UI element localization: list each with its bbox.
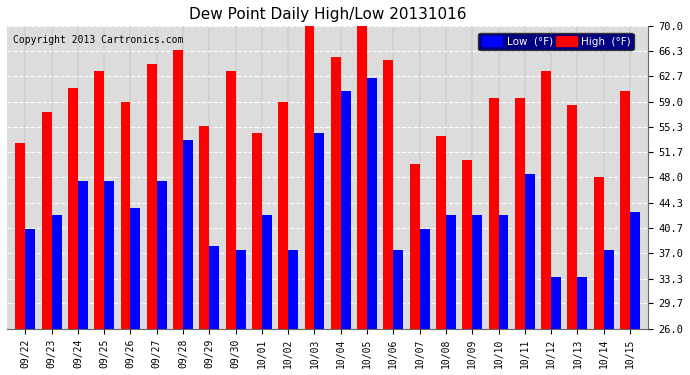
Bar	[384, 60, 393, 329]
Bar	[147, 64, 157, 329]
Bar	[436, 136, 446, 329]
Bar	[278, 102, 288, 329]
Bar	[183, 140, 193, 329]
Bar	[593, 177, 604, 329]
Bar	[393, 250, 404, 329]
Bar	[489, 98, 498, 329]
Bar	[357, 22, 367, 329]
Bar	[525, 174, 535, 329]
Bar	[304, 26, 315, 329]
Bar	[604, 250, 613, 329]
Bar	[462, 160, 472, 329]
Bar	[226, 70, 236, 329]
Bar	[121, 102, 130, 329]
Bar	[551, 277, 561, 329]
Bar	[410, 164, 420, 329]
Bar	[515, 98, 525, 329]
Bar	[262, 215, 272, 329]
Bar	[95, 70, 104, 329]
Bar	[498, 215, 509, 329]
Bar	[620, 92, 630, 329]
Text: Copyright 2013 Cartronics.com: Copyright 2013 Cartronics.com	[13, 35, 184, 45]
Bar	[15, 143, 26, 329]
Bar	[472, 215, 482, 329]
Bar	[367, 78, 377, 329]
Bar	[173, 50, 183, 329]
Bar	[130, 209, 141, 329]
Bar	[315, 133, 324, 329]
Bar	[26, 229, 35, 329]
Bar	[630, 212, 640, 329]
Bar	[199, 126, 209, 329]
Bar	[288, 250, 298, 329]
Bar	[78, 181, 88, 329]
Bar	[420, 229, 430, 329]
Bar	[41, 112, 52, 329]
Bar	[446, 215, 456, 329]
Bar	[541, 70, 551, 329]
Bar	[209, 246, 219, 329]
Bar	[236, 250, 246, 329]
Bar	[252, 133, 262, 329]
Bar	[52, 215, 61, 329]
Bar	[104, 181, 114, 329]
Bar	[341, 92, 351, 329]
Bar	[68, 88, 78, 329]
Bar	[578, 277, 587, 329]
Bar	[331, 57, 341, 329]
Legend: Low  (°F), High  (°F): Low (°F), High (°F)	[478, 33, 633, 50]
Bar	[567, 105, 578, 329]
Title: Dew Point Daily High/Low 20131016: Dew Point Daily High/Low 20131016	[189, 7, 466, 22]
Bar	[157, 181, 167, 329]
